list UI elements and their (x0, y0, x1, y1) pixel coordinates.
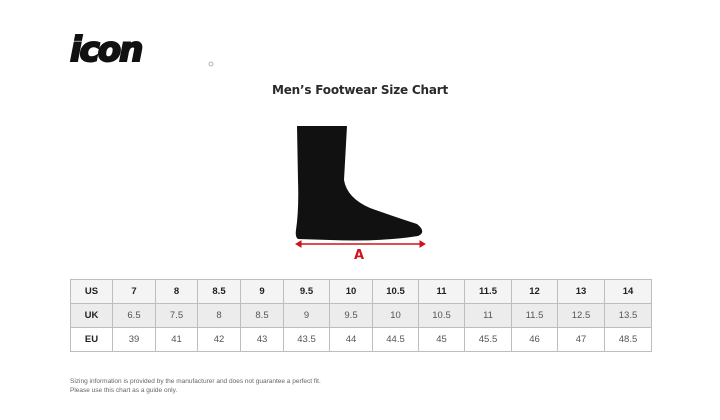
size-cell: 11.5 (511, 303, 558, 328)
size-cell: 9 (240, 279, 284, 304)
size-cell: 12 (511, 279, 558, 304)
size-cell: 9.5 (329, 303, 373, 328)
size-cell: 44.5 (372, 327, 419, 352)
size-cell: 13 (557, 279, 605, 304)
size-cell: 8.5 (197, 279, 241, 304)
table-row: US 7 8 8.5 9 9.5 10 10.5 11 11.5 12 13 14 (70, 279, 652, 304)
size-cell: 41 (155, 327, 198, 352)
size-cell: 10 (372, 303, 419, 328)
disclaimer: Sizing information is provided by the ma… (70, 377, 321, 395)
size-cell: 10.5 (418, 303, 465, 328)
size-cell: 8 (197, 303, 241, 328)
size-cell: 7.5 (155, 303, 198, 328)
table-row: UK 6.5 7.5 8 8.5 9 9.5 10 10.5 11 11.5 12.5 13.5 (70, 303, 652, 328)
row-label: UK (70, 303, 113, 328)
measure-label: A (354, 248, 364, 260)
size-cell: 47 (557, 327, 605, 352)
disclaimer-line: Please use this chart as a guide only. (70, 387, 178, 394)
size-cell: 9.5 (283, 279, 330, 304)
size-cell: 14 (604, 279, 652, 304)
size-cell: 6.5 (112, 303, 156, 328)
size-cell: 11.5 (464, 279, 512, 304)
size-cell: 43.5 (283, 327, 330, 352)
size-cell: 48.5 (604, 327, 652, 352)
icon-logo: icon (69, 29, 214, 68)
table-row: EU 39 41 42 43 43.5 44 44.5 45 45.5 46 47 48.5 (70, 327, 652, 352)
disclaimer-line: Sizing information is provided by the ma… (70, 378, 321, 385)
size-cell: 45.5 (464, 327, 512, 352)
row-label: EU (70, 327, 113, 352)
row-label: US (70, 279, 113, 304)
size-cell: 11 (418, 279, 465, 304)
page-title: Men’s Footwear Size Chart (271, 83, 448, 97)
size-cell: 45 (418, 327, 465, 352)
size-cell: 10.5 (372, 279, 419, 304)
size-cell: 39 (112, 327, 156, 352)
size-cell: 44 (329, 327, 373, 352)
size-cell: 9 (283, 303, 330, 328)
size-table: US 7 8 8.5 9 9.5 10 10.5 11 11.5 12 13 14 UK 6.5 7.5 8 8.… (70, 279, 652, 352)
size-cell: 11 (464, 303, 512, 328)
boot-diagram: A (295, 126, 426, 260)
size-cell: 7 (112, 279, 156, 304)
size-cell: 42 (197, 327, 241, 352)
registered-mark-icon (208, 61, 214, 67)
size-cell: 46 (511, 327, 558, 352)
size-cell: 12.5 (557, 303, 605, 328)
size-cell: 8.5 (240, 303, 284, 328)
size-cell: 13.5 (604, 303, 652, 328)
size-cell: 43 (240, 327, 284, 352)
logo-text: icon (70, 30, 142, 68)
size-cell: 10 (329, 279, 373, 304)
measurement-arrow (295, 240, 426, 248)
size-cell: 8 (155, 279, 198, 304)
boot-silhouette (295, 126, 423, 241)
